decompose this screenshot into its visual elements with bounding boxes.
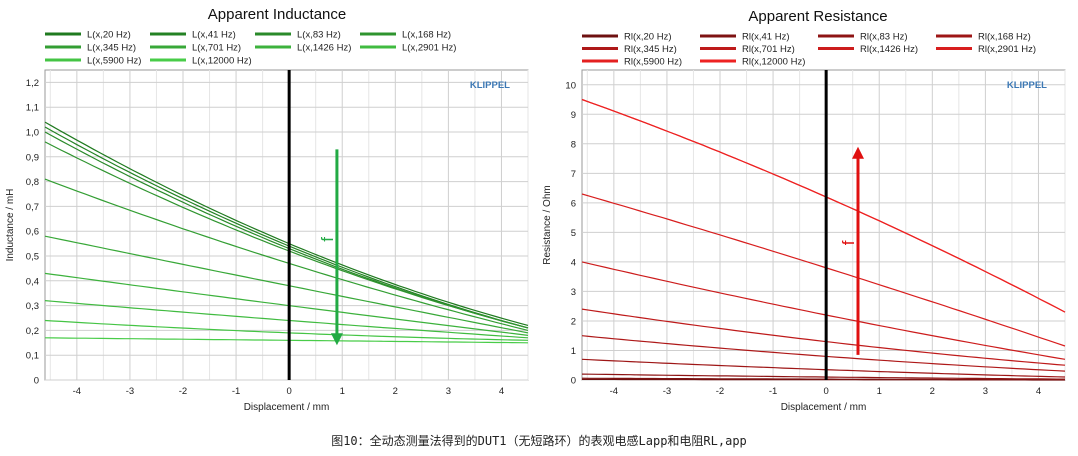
figure-caption: 图10：全动态测量法得到的DUT1（无短路环）的表观电感Lapp和电阻RL,ap… — [331, 434, 747, 448]
resistance-arrow-head — [852, 146, 864, 159]
resistance-series-line — [581, 308, 1066, 366]
inductance-legend-label: L(x,20 Hz) — [87, 30, 131, 41]
resistance-legend-label: Rl(x,83 Hz) — [860, 32, 908, 43]
inductance-y-tick-label: 0,1 — [26, 351, 39, 362]
resistance-chart-title: Apparent Resistance — [748, 8, 887, 25]
resistance-y-tick-label: 6 — [571, 198, 576, 209]
inductance-legend-label: L(x,701 Hz) — [192, 43, 241, 54]
inductance-arrow-head — [330, 333, 343, 346]
inductance-x-tick-label: -4 — [73, 386, 81, 397]
inductance-series-line — [44, 272, 529, 336]
inductance-x-tick-label: -1 — [232, 386, 240, 397]
inductance-y-tick-label: 0 — [34, 376, 39, 387]
inductance-legend-label: L(x,12000 Hz) — [192, 56, 252, 67]
inductance-chart-title: Apparent Inductance — [208, 6, 346, 23]
resistance-legend-label: Rl(x,701 Hz) — [742, 44, 795, 55]
inductance-y-tick-label: 0,4 — [26, 276, 39, 287]
inductance-x-tick-label: 4 — [499, 386, 504, 397]
resistance-series-line — [581, 335, 1066, 372]
inductance-x-tick-label: 3 — [446, 386, 451, 397]
inductance-x-tick-label: 1 — [340, 386, 345, 397]
inductance-y-tick-label: 1,0 — [26, 128, 39, 139]
resistance-legend-label: Rl(x,5900 Hz) — [624, 57, 682, 68]
resistance-x-tick-label: -3 — [663, 386, 671, 397]
resistance-y-tick-label: 9 — [571, 110, 576, 121]
resistance-series-line — [581, 98, 1066, 313]
resistance-y-tick-label: 8 — [571, 139, 576, 150]
resistance-legend-label: Rl(x,168 Hz) — [978, 32, 1031, 43]
resistance-x-tick-label: 1 — [877, 386, 882, 397]
inductance-legend-label: L(x,83 Hz) — [297, 30, 341, 41]
resistance-x-tick-label: 2 — [930, 386, 935, 397]
figure: Apparent Inductance L(x,20 Hz) L(x,41 Hz) L… — [5, 6, 1066, 413]
resistance-series-line — [581, 261, 1066, 360]
resistance-y-tick-label: 0 — [571, 376, 576, 387]
inductance-series-line — [44, 121, 529, 326]
resistance-legend-label: Rl(x,12000 Hz) — [742, 57, 805, 68]
inductance-series-line — [44, 235, 529, 334]
resistance-series-line — [581, 373, 1065, 380]
inductance-y-tick-label: 0,7 — [26, 202, 39, 213]
inductance-y-tick-label: 0,6 — [26, 227, 39, 238]
resistance-x-tick-label: 3 — [983, 386, 988, 397]
inductance-legend-label: L(x,41 Hz) — [192, 30, 236, 41]
inductance-series-line — [44, 300, 529, 339]
inductance-y-tick-label: 0,9 — [26, 152, 39, 163]
resistance-y-tick-label: 2 — [571, 316, 576, 327]
resistance-legend-label: Rl(x,2901 Hz) — [978, 44, 1036, 55]
inductance-legend-label: L(x,5900 Hz) — [87, 56, 141, 67]
inductance-legend-label: L(x,168 Hz) — [402, 30, 451, 41]
resistance-y-tick-label: 1 — [571, 346, 576, 357]
inductance-series-line — [44, 319, 529, 341]
inductance-series-line — [44, 126, 529, 329]
resistance-x-tick-label: -1 — [769, 386, 777, 397]
inductance-legend-label: L(x,1426 Hz) — [297, 43, 351, 54]
resistance-series-line — [581, 377, 1065, 381]
inductance-x-axis-label: Displacement / mm — [244, 402, 330, 413]
resistance-legend-label: Rl(x,20 Hz) — [624, 32, 672, 43]
resistance-series-line — [581, 358, 1066, 378]
resistance-y-tick-label: 7 — [571, 169, 576, 180]
resistance-x-tick-label: -2 — [716, 386, 724, 397]
inductance-series-line — [44, 141, 529, 329]
resistance-series-line — [581, 193, 1066, 347]
resistance-frequency-label: f — [839, 240, 858, 245]
inductance-y-tick-label: 0,3 — [26, 301, 39, 312]
inductance-x-tick-label: 0 — [287, 386, 292, 397]
inductance-x-tick-label: 2 — [393, 386, 398, 397]
resistance-x-tick-label: -4 — [610, 386, 618, 397]
inductance-legend-label: L(x,2901 Hz) — [402, 43, 456, 54]
inductance-plot-area — [44, 69, 529, 381]
inductance-series-line — [44, 337, 529, 344]
inductance-y-tick-label: 1,2 — [26, 78, 39, 89]
resistance-klippel-watermark: KLIPPEL — [1007, 80, 1047, 91]
resistance-legend-label: Rl(x,1426 Hz) — [860, 44, 918, 55]
inductance-legend-label: L(x,345 Hz) — [87, 43, 136, 54]
resistance-legend-label: Rl(x,41 Hz) — [742, 32, 790, 43]
inductance-x-tick-label: -3 — [126, 386, 134, 397]
resistance-plot-area — [581, 69, 1066, 381]
resistance-x-tick-label: 4 — [1036, 386, 1041, 397]
resistance-y-tick-label: 5 — [571, 228, 576, 239]
inductance-series-line — [44, 178, 529, 331]
inductance-x-tick-label: -2 — [179, 386, 187, 397]
inductance-y-tick-label: 0,8 — [26, 177, 39, 188]
resistance-y-tick-label: 10 — [565, 80, 576, 91]
inductance-frequency-label: f — [318, 237, 337, 242]
inductance-y-tick-label: 0,5 — [26, 252, 39, 263]
resistance-y-tick-label: 3 — [571, 287, 576, 298]
resistance-legend-label: Rl(x,345 Hz) — [624, 44, 677, 55]
inductance-y-tick-label: 1,1 — [26, 103, 39, 114]
inductance-y-axis-label: Inductance / mH — [5, 189, 16, 262]
resistance-x-tick-label: 0 — [824, 386, 829, 397]
resistance-x-axis-label: Displacement / mm — [781, 402, 867, 413]
resistance-y-tick-label: 4 — [571, 257, 576, 268]
resistance-y-axis-label: Resistance / Ohm — [542, 185, 553, 264]
inductance-klippel-watermark: KLIPPEL — [470, 80, 510, 91]
inductance-y-tick-label: 0,2 — [26, 326, 39, 337]
